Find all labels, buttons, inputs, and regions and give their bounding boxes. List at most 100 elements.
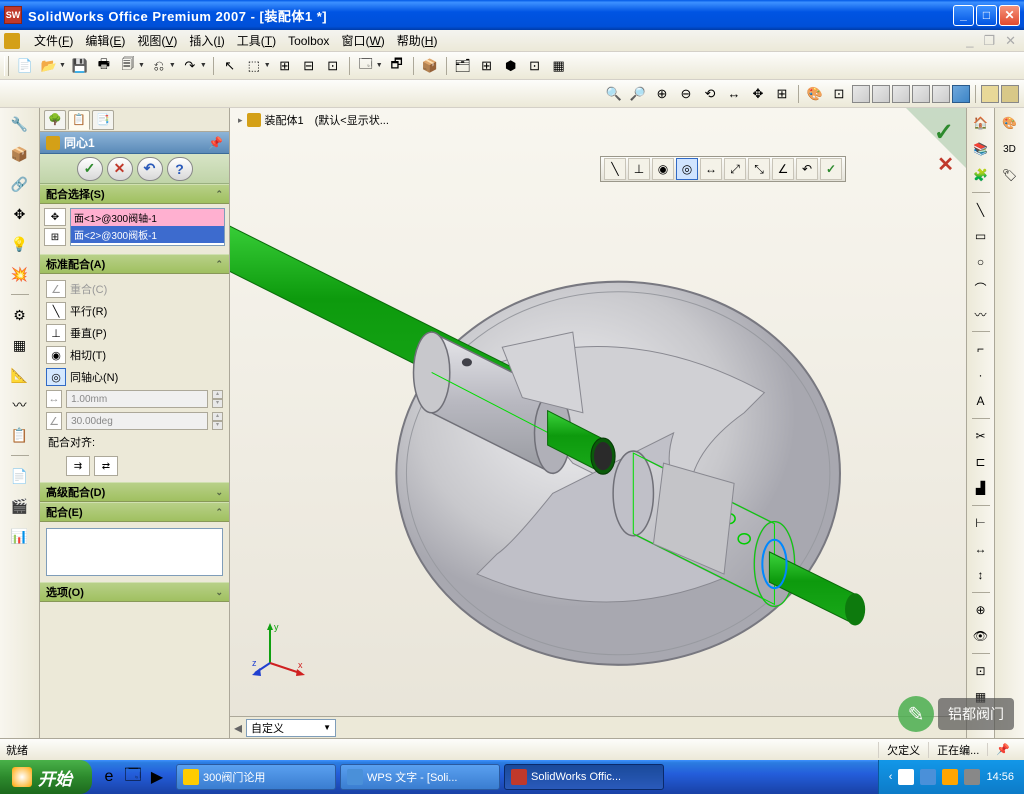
scene-icon[interactable]: 3D [999,138,1021,160]
view-iso[interactable] [952,85,970,103]
toolbar-btn-22[interactable]: ⊡ [524,55,546,77]
cmd-smart-icon[interactable]: 💡 [6,232,34,256]
menu-toolbox[interactable]: Toolbox [282,32,335,50]
fm-tab-config[interactable]: 📑 [92,110,114,130]
toolbar-btn-0[interactable]: 📄 [14,55,36,77]
maximize-button[interactable]: □ [976,5,997,26]
toolbar-btn-10[interactable]: ⊞ [274,55,296,77]
close-button[interactable]: ✕ [999,5,1020,26]
view-section[interactable] [1001,85,1019,103]
sketch-trim-icon[interactable]: ✂ [970,425,992,447]
toolbar-btn-20[interactable]: ⊞ [476,55,498,77]
flyout-tree[interactable]: ▸ 装配体1 (默认<显示状... [238,112,389,128]
toolbar-btn-2[interactable]: 💾 [69,55,91,77]
view-front[interactable] [852,85,870,103]
toolbar-btn-1[interactable]: 📂 [38,55,60,77]
pm-section-options-header[interactable]: 选项(O)⌄ [40,582,229,602]
sel-multi-icon[interactable]: ⊞ [44,228,66,246]
pm-section-mateslist-header[interactable]: 配合(E)⌃ [40,502,229,522]
cmd-explode-icon[interactable]: 💥 [6,262,34,286]
cmd-assembly-icon[interactable]: 🔧 [6,112,34,136]
toolbar-btn-5[interactable]: ⎌ [148,55,170,77]
toolbar-btn-12[interactable]: ⊡ [322,55,344,77]
mdi-close[interactable]: ✕ [1001,33,1020,49]
cmd-move-icon[interactable]: ✥ [6,202,34,226]
view-btn-10[interactable]: ⊡ [828,83,850,105]
view-left[interactable] [892,85,910,103]
sketch-mirror-icon[interactable]: ▟ [970,477,992,499]
view-triad[interactable]: y x z [250,618,310,678]
fm-tab-property[interactable]: 📋 [68,110,90,130]
view-btn-2[interactable]: ⊕ [651,83,673,105]
cmd-mate-icon[interactable]: 🔗 [6,172,34,196]
cmd-pattern-icon[interactable]: ▦ [6,333,34,357]
sketch-circle-icon[interactable]: ○ [970,251,992,273]
mates-listbox[interactable] [46,528,223,576]
toolbar-btn-14[interactable]: 🗔 [355,55,377,77]
menu-w[interactable]: 窗口(W) [335,32,390,50]
cmd-bom-icon[interactable]: 📋 [6,423,34,447]
menu-t[interactable]: 工具(T) [231,32,282,50]
toolbar-btn-3[interactable]: 🖶 [93,55,115,77]
sel-entity-icon[interactable]: ✥ [44,208,66,226]
pm-section-selection-header[interactable]: 配合选择(S)⌃ [40,184,229,204]
start-button[interactable]: 开始 [0,760,92,794]
appearance-icon[interactable]: 🎨 [999,112,1021,134]
toolbar-grip[interactable] [4,56,9,76]
pm-ok-button[interactable]: ✓ [77,157,103,181]
distance-input[interactable] [66,390,208,408]
graphics-viewport[interactable]: ▸ 装配体1 (默认<显示状... ✓ ✕ ╲⊥◉◎↔⤢⤡∠↶✓ [230,108,966,738]
sketch-line-icon[interactable]: ╲ [970,199,992,221]
view-btn-3[interactable]: ⊖ [675,83,697,105]
selection-item[interactable]: 面<2>@300阀板-1 [71,226,224,243]
status-pin-icon[interactable]: 📌 [987,743,1018,756]
toolbar-btn-15[interactable]: 🗗 [386,55,408,77]
cmd-sim-icon[interactable]: 📊 [6,524,34,548]
view-btn-9[interactable]: 🎨 [804,83,826,105]
view-btn-6[interactable]: ✥ [747,83,769,105]
task-design-icon[interactable]: 🧩 [970,164,992,186]
pm-help-button[interactable]: ? [167,157,193,181]
cmd-curve-icon[interactable]: 〰 [6,393,34,417]
mdi-restore[interactable]: ❐ [979,33,999,49]
toolbar-btn-6[interactable]: ↷ [179,55,201,77]
mate-同轴心n[interactable]: ◎同轴心(N) [44,366,225,388]
task-resources-icon[interactable]: 📚 [970,138,992,160]
view-btn-5[interactable]: ↔ [723,83,745,105]
menu-i[interactable]: 插入(I) [183,32,230,50]
tree-expand-icon[interactable]: ▸ [238,115,243,126]
view-btn-0[interactable]: 🔍 [603,83,625,105]
mate-平行r[interactable]: ╲平行(R) [44,300,225,322]
tray-app-icon[interactable] [964,769,980,785]
view-btn-4[interactable]: ⟲ [699,83,721,105]
mate-重合c[interactable]: ∠重合(C) [44,278,225,300]
tray-shield-icon[interactable] [942,769,958,785]
view-normal[interactable] [981,85,999,103]
pm-section-stdmates-header[interactable]: 标准配合(A)⌃ [40,254,229,274]
ql-media-icon[interactable]: ▶ [146,765,168,789]
view-back[interactable] [872,85,890,103]
pm-undo-button[interactable]: ↶ [137,157,163,181]
selection-list[interactable]: 面<1>@300阀轴-1面<2>@300阀板-1 [70,208,225,246]
config-dropdown[interactable]: 自定义▼ [246,719,336,737]
sketch-arc-icon[interactable]: ⌒ [970,277,992,299]
decal-icon[interactable]: 🏷 [999,164,1021,186]
sketch-point-icon[interactable]: · [970,364,992,386]
mdi-minimize[interactable]: _ [962,33,977,49]
menu-v[interactable]: 视图(V) [131,32,183,50]
cmd-ref-icon[interactable]: 📐 [6,363,34,387]
dim-horiz-icon[interactable]: ↔ [970,538,992,560]
selection-item[interactable]: 面<1>@300阀轴-1 [71,209,224,226]
tray-volume-icon[interactable] [898,769,914,785]
toolbar-btn-4[interactable]: 🗐 [117,55,139,77]
toolbar-btn-9[interactable]: ⬚ [243,55,265,77]
align-anti-button[interactable]: ⇄ [94,456,118,476]
tray-clock[interactable]: 14:56 [986,771,1014,783]
pm-section-adv-header[interactable]: 高级配合(D)⌄ [40,482,229,502]
task-home-icon[interactable]: 🏠 [970,112,992,134]
rel-add-icon[interactable]: ⊕ [970,599,992,621]
minimize-button[interactable]: _ [953,5,974,26]
toolbar-btn-11[interactable]: ⊟ [298,55,320,77]
ql-desktop-icon[interactable]: 🗔 [122,765,144,789]
tray-expand-icon[interactable]: ‹ [889,771,893,783]
